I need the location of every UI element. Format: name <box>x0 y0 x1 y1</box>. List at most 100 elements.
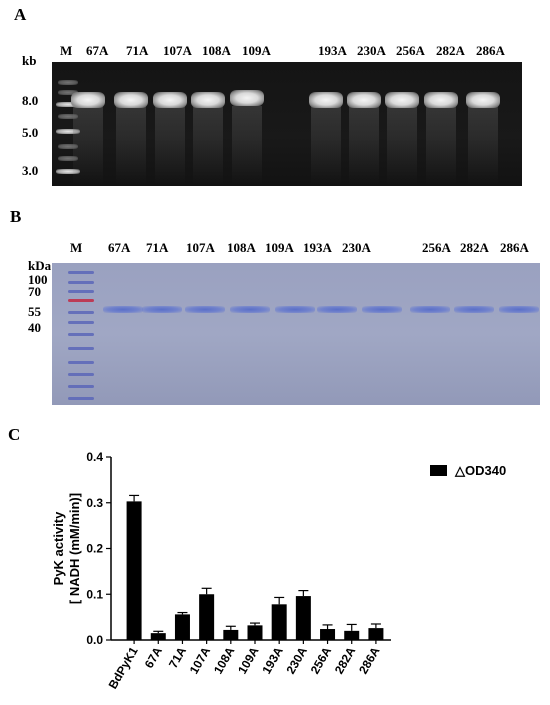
bar <box>320 629 336 640</box>
panel-a-smear <box>426 106 456 184</box>
panel-b-ladder-band <box>68 321 94 324</box>
panel-b-protein-band <box>142 306 182 313</box>
panel-a-lane-label: 286A <box>476 43 505 58</box>
panel-b-ladder-label: 55 <box>28 304 41 319</box>
y-tick-label: 0.2 <box>86 542 103 556</box>
panel-b-lane-label: 282A <box>460 240 489 255</box>
panel-a-smear <box>387 106 417 184</box>
x-tick-label: 193A <box>259 644 286 676</box>
panel-a-gel <box>52 62 522 186</box>
panel-b-ladder-band <box>68 347 94 350</box>
panel-a-smear <box>468 106 498 184</box>
panel-b-protein-band <box>185 306 225 313</box>
panel-a-lane-label: 71A <box>126 43 149 58</box>
panel-a-lane-label: 107A <box>163 43 192 58</box>
panel-b-ladder-band <box>68 397 94 400</box>
y-tick-label: 0.4 <box>86 450 103 464</box>
panel-a-sample-band <box>114 92 148 108</box>
bar <box>271 604 287 640</box>
y-axis-label: PyK activity <box>51 511 66 585</box>
panel-c-letter: C <box>8 425 21 444</box>
panel-a-smear <box>311 106 341 184</box>
panel-b-protein-band <box>275 306 315 313</box>
panel-a-ladder-band <box>58 144 78 149</box>
panel-b-protein-band <box>230 306 270 313</box>
panel-b-ladder-band <box>68 299 94 302</box>
panel-a-unit: kb <box>22 53 37 68</box>
bar <box>199 594 215 640</box>
panel-a-ladder-band <box>58 156 78 161</box>
bar <box>247 625 263 640</box>
y-tick-label: 0.1 <box>86 587 103 601</box>
y-tick-label: 0.0 <box>86 633 103 647</box>
panel-a-ladder-label: 5.0 <box>22 125 39 140</box>
panel-b-protein-band <box>317 306 357 313</box>
panel-b-ladder-band <box>68 290 94 293</box>
panel-b-lane-label: 256A <box>422 240 451 255</box>
panel-a-smear <box>73 106 103 184</box>
panel-a-ladder-band <box>56 129 80 134</box>
x-tick-label: 71A <box>166 644 189 670</box>
panel-a-lane-label: 67A <box>86 43 109 58</box>
panel-a-lane-label: 230A <box>357 43 386 58</box>
legend-swatch <box>430 465 447 476</box>
bar <box>368 628 384 640</box>
panel-a-lane-label: 282A <box>436 43 465 58</box>
panel-a-ladder-band <box>56 102 80 107</box>
panel-b-unit: kDa <box>28 258 52 273</box>
panel-a-smear <box>193 106 223 184</box>
panel-b-protein-band <box>362 306 402 313</box>
panel-a-sample-band <box>309 92 343 108</box>
x-tick-label: 282A <box>332 644 359 676</box>
panel-b-protein-band <box>454 306 494 313</box>
x-tick-label: 109A <box>235 644 262 676</box>
panel-a-ladder-band <box>58 114 78 119</box>
bar <box>295 596 311 640</box>
bar <box>174 614 190 640</box>
panel-a-ladder-band <box>58 80 78 85</box>
panel-b-ladder-band <box>68 281 94 284</box>
panel-a-sample-band <box>466 92 500 108</box>
panel-b-protein-band <box>103 306 143 313</box>
panel-a-lane-label: 193A <box>318 43 347 58</box>
panel-b-letter: B <box>10 207 22 226</box>
x-tick-label: 107A <box>187 644 214 676</box>
panel-b-marker-label: M <box>70 240 83 255</box>
panel-a-sample-band <box>424 92 458 108</box>
panel-b-ladder-band <box>68 333 94 336</box>
panel-b-lane-label: 108A <box>227 240 256 255</box>
panel-b-lane-label: 107A <box>186 240 215 255</box>
bar <box>223 629 239 640</box>
x-tick-label: 108A <box>211 644 238 676</box>
x-tick-label: 230A <box>283 644 310 676</box>
panel-a-smear <box>232 106 262 184</box>
panel-a-sample-band <box>230 90 264 106</box>
panel-b-protein-band <box>499 306 539 313</box>
panel-a-marker-label: M <box>60 43 73 58</box>
panel-b-ladder-label: 100 <box>28 272 48 287</box>
panel-a-ladder-band <box>56 169 80 174</box>
panel-a-sample-band <box>191 92 225 108</box>
panel-a-lane-label: 256A <box>396 43 425 58</box>
y-tick-label: 0.3 <box>86 496 103 510</box>
panel-a-ladder-label: 3.0 <box>22 163 39 178</box>
panel-a-lane-label: 109A <box>242 43 271 58</box>
panel-a-ladder-band <box>58 90 78 95</box>
panel-b-protein-band <box>410 306 450 313</box>
panel-a-lane-label: 108A <box>202 43 231 58</box>
panel-a-smear <box>116 106 146 184</box>
x-tick-label: 256A <box>308 644 335 676</box>
x-tick-label: 67A <box>142 644 165 670</box>
x-tick-label: BdPyK1 <box>106 644 141 691</box>
x-tick-label: 286A <box>356 644 383 676</box>
panel-a-ladder-label: 8.0 <box>22 93 39 108</box>
panel-b-ladder-label: 40 <box>28 320 41 335</box>
panel-a-sample-band <box>347 92 381 108</box>
panel-a-letter: A <box>14 5 27 24</box>
panel-b-lane-label: 230A <box>342 240 371 255</box>
panel-c-chart: 0.0 0.1 0.2 0.3 0.4 PyK activity[ NADH (mM/mi… <box>51 450 506 691</box>
panel-b-lane-label: 67A <box>108 240 131 255</box>
panel-a-smear <box>349 106 379 184</box>
legend-label: △OD340 <box>454 463 506 478</box>
panel-b-ladder-band <box>68 271 94 274</box>
